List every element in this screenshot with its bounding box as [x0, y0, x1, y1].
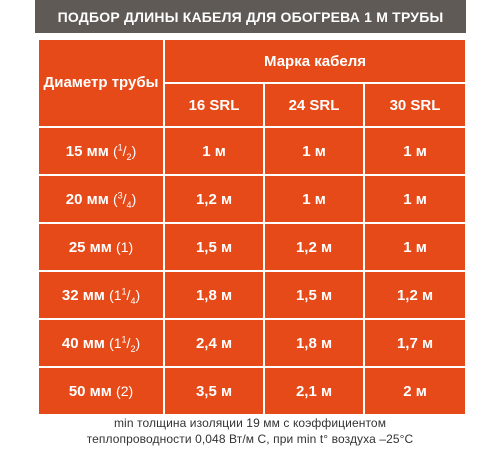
- cable-length-table: Диаметр трубы Марка кабеля 16 SRL 24 SRL…: [37, 38, 468, 416]
- length-cell: 1,2 м: [263, 222, 365, 272]
- table-header-row: Диаметр трубы Марка кабеля: [37, 38, 468, 128]
- diameter-value: 40 мм: [61, 334, 105, 352]
- table-row: 20 мм (3/4) 1,2 м 1 м 1 м: [37, 174, 468, 224]
- length-cell: 1 м: [263, 174, 365, 224]
- inch-fraction: (3/4): [112, 189, 137, 210]
- cable-type-header: 30 SRL: [362, 82, 468, 128]
- table-row: 32 мм (11/4) 1,8 м 1,5 м 1,2 м: [37, 270, 468, 320]
- page-title: ПОДБОР ДЛИНЫ КАБЕЛЯ ДЛЯ ОБОГРЕВА 1 М ТРУ…: [35, 0, 466, 33]
- diameter-cell: 32 мм (11/4): [37, 270, 165, 320]
- cable-types-row: 16 SRL 24 SRL 30 SRL: [38, 82, 468, 128]
- pipe-diameter-header: Диаметр трубы: [37, 38, 165, 128]
- diameter-value: 20 мм: [65, 190, 109, 208]
- length-cell: 1,5 м: [263, 270, 365, 320]
- inch-fraction: (1): [116, 238, 134, 255]
- length-cell: 3,5 м: [163, 366, 265, 416]
- length-cell: 1,2 м: [362, 270, 468, 320]
- footnote-line: min толщина изоляции 19 мм с коэффициент…: [113, 416, 387, 430]
- table-row: 25 мм (1) 1,5 м 1,2 м 1 м: [37, 222, 468, 272]
- length-cell: 2,1 м: [263, 366, 365, 416]
- cable-type-header: 24 SRL: [263, 82, 365, 128]
- length-cell: 1,2 м: [163, 174, 265, 224]
- length-cell: 1,8 м: [263, 318, 365, 368]
- length-cell: 1 м: [263, 126, 365, 176]
- footnote: min толщина изоляции 19 мм с коэффициент…: [0, 415, 500, 447]
- length-cell: 1 м: [362, 174, 468, 224]
- length-cell: 1 м: [362, 222, 468, 272]
- footnote-line: теплопроводности 0,048 Вт/м С, при min t…: [86, 432, 414, 446]
- length-cell: 1,5 м: [163, 222, 265, 272]
- cable-brand-header: Марка кабеля: [162, 38, 468, 84]
- table-row: 15 мм (1/2) 1 м 1 м 1 м: [37, 126, 468, 176]
- length-cell: 1 м: [163, 126, 265, 176]
- diameter-cell: 25 мм (1): [37, 222, 165, 272]
- diameter-cell: 40 мм (11/2): [37, 318, 165, 368]
- table-row: 50 мм (2) 3,5 м 2,1 м 2 м: [37, 366, 468, 416]
- diameter-cell: 15 мм (1/2): [37, 126, 165, 176]
- inch-fraction: (2): [116, 382, 134, 399]
- length-cell: 2 м: [362, 366, 468, 416]
- inch-fraction: (1/2): [112, 141, 137, 162]
- cable-type-header: 16 SRL: [163, 82, 265, 128]
- inch-fraction: (11/2): [109, 333, 141, 354]
- length-cell: 2,4 м: [163, 318, 265, 368]
- length-cell: 1,8 м: [163, 270, 265, 320]
- table-row: 40 мм (11/2) 2,4 м 1,8 м 1,7 м: [37, 318, 468, 368]
- length-cell: 1,7 м: [362, 318, 468, 368]
- diameter-value: 32 мм: [61, 286, 105, 304]
- length-cell: 1 м: [362, 126, 468, 176]
- diameter-value: 15 мм: [65, 142, 109, 160]
- diameter-value: 50 мм: [68, 382, 112, 400]
- diameter-value: 25 мм: [68, 238, 112, 256]
- diameter-cell: 20 мм (3/4): [37, 174, 165, 224]
- diameter-cell: 50 мм (2): [37, 366, 165, 416]
- inch-fraction: (11/4): [109, 285, 141, 306]
